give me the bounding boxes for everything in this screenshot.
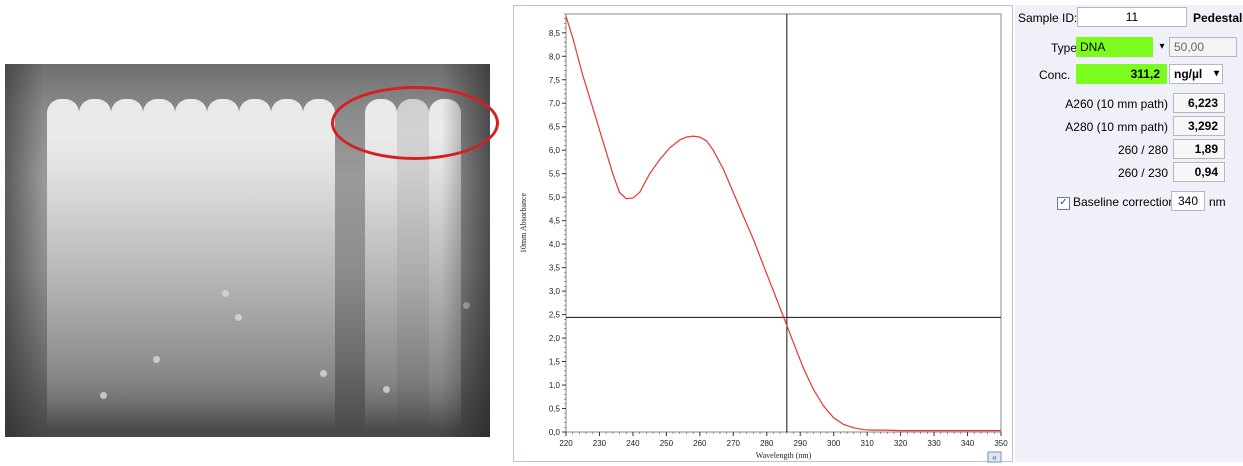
ratio-260-230-label: 260 / 230	[1117, 166, 1168, 180]
factor-value: 50,00	[1174, 40, 1205, 54]
type-label: Type:	[1051, 41, 1081, 55]
a280-field: 3,292	[1173, 116, 1225, 136]
y-tick-label: 3,5	[549, 264, 561, 273]
chart-canvas: 0,0 0,5 1,0 1,5 2,0 2,5 3,0 3,5 4,0 4,5 5,0 5,5 6,0 6…	[519, 13, 1008, 463]
x-tick-label: 230	[593, 439, 607, 448]
x-tick-label: 250	[660, 439, 674, 448]
ratio-260-230-field: 0,94	[1173, 162, 1225, 182]
y-tick-label: 5,5	[549, 170, 561, 179]
ratio-260-280-value: 1,89	[1194, 142, 1218, 156]
y-tick-label: 7,0	[549, 99, 561, 108]
conc-field: 311,2	[1076, 64, 1167, 84]
mode-label: Pedestal	[1193, 11, 1243, 25]
absorbance-series-line	[565, 16, 1001, 432]
y-axis-title: 10mm Absorbance	[519, 192, 528, 253]
x-tick-label: 330	[927, 439, 941, 448]
measurement-panel: Sample ID: 11 Pedestal Type: DNA ▾ 50,00…	[1015, 5, 1243, 462]
ratio-260-230-value: 0,94	[1194, 165, 1218, 179]
x-tick-label: 260	[693, 439, 707, 448]
x-tick-label: 270	[727, 439, 741, 448]
y-tick-label: 8,0	[549, 52, 561, 61]
x-tick-label: 290	[794, 439, 808, 448]
y-tick-label: 2,5	[549, 311, 561, 320]
ratio-260-280-field: 1,89	[1173, 139, 1225, 159]
baseline-value: 340	[1177, 194, 1199, 208]
x-tick-label: 220	[559, 439, 573, 448]
unit-value: ng/µl	[1174, 67, 1203, 81]
x-tick-label: 310	[860, 439, 874, 448]
sample-id-field[interactable]: 11	[1077, 7, 1187, 27]
y-tick-label: 1,0	[549, 381, 561, 390]
y-tick-label: 1,5	[549, 358, 561, 367]
a260-label: A260 (10 mm path)	[1065, 97, 1168, 111]
chevron-down-icon: ▾	[1213, 68, 1219, 79]
scroll-left-button	[987, 451, 1002, 463]
highlight-circle	[331, 86, 499, 160]
a260-value: 6,223	[1187, 96, 1218, 110]
y-tick-label: 7,5	[549, 76, 561, 85]
y-tick-label: 2,0	[549, 334, 561, 343]
double-chevron-left-icon: «	[992, 453, 997, 462]
sample-id-value: 11	[1125, 10, 1139, 24]
y-tick-label: 3,0	[549, 287, 561, 296]
factor-field: 50,00	[1169, 37, 1237, 57]
y-tick-label: 4,0	[549, 240, 561, 249]
conc-label: Conc.	[1039, 68, 1071, 82]
absorbance-chart: 0,0 0,5 1,0 1,5 2,0 2,5 3,0 3,5 4,0 4,5 5,0 5,5 6,0 6…	[513, 5, 1013, 463]
type-value: DNA	[1080, 40, 1106, 54]
ratio-260-280-label: 260 / 280	[1117, 143, 1168, 157]
baseline-label: Baseline correction	[1073, 195, 1176, 209]
unit-select[interactable]: ng/µl ▾	[1169, 64, 1223, 84]
x-tick-label: 340	[961, 439, 975, 448]
baseline-unit: nm	[1209, 195, 1226, 209]
y-tick-label: 5,0	[549, 193, 561, 202]
conc-value: 311,2	[1130, 67, 1160, 81]
a280-label: A280 (10 mm path)	[1065, 120, 1168, 134]
x-tick-label: 300	[827, 439, 841, 448]
a260-field: 6,223	[1173, 93, 1225, 113]
y-tick-label: 0,0	[549, 428, 561, 437]
a280-value: 3,292	[1187, 119, 1218, 133]
y-tick-label: 8,5	[549, 29, 561, 38]
sample-id-label: Sample ID:	[1018, 11, 1078, 25]
y-tick-label: 4,5	[549, 217, 561, 226]
x-tick-label: 350	[994, 439, 1008, 448]
plot-frame	[565, 13, 1002, 433]
baseline-field[interactable]: 340	[1171, 191, 1205, 211]
y-tick-label: 6,5	[549, 123, 561, 132]
x-tick-label: 280	[760, 439, 774, 448]
x-axis-title: Wavelength (nm)	[756, 451, 812, 460]
x-tick-label: 320	[894, 439, 908, 448]
chevron-down-icon[interactable]: ▾	[1159, 41, 1165, 52]
y-tick-label: 0,5	[549, 405, 561, 414]
baseline-checkbox[interactable]: ✓	[1057, 197, 1070, 210]
x-tick-label: 240	[626, 439, 640, 448]
y-tick-label: 6,0	[549, 146, 561, 155]
type-select[interactable]: DNA	[1076, 37, 1153, 57]
